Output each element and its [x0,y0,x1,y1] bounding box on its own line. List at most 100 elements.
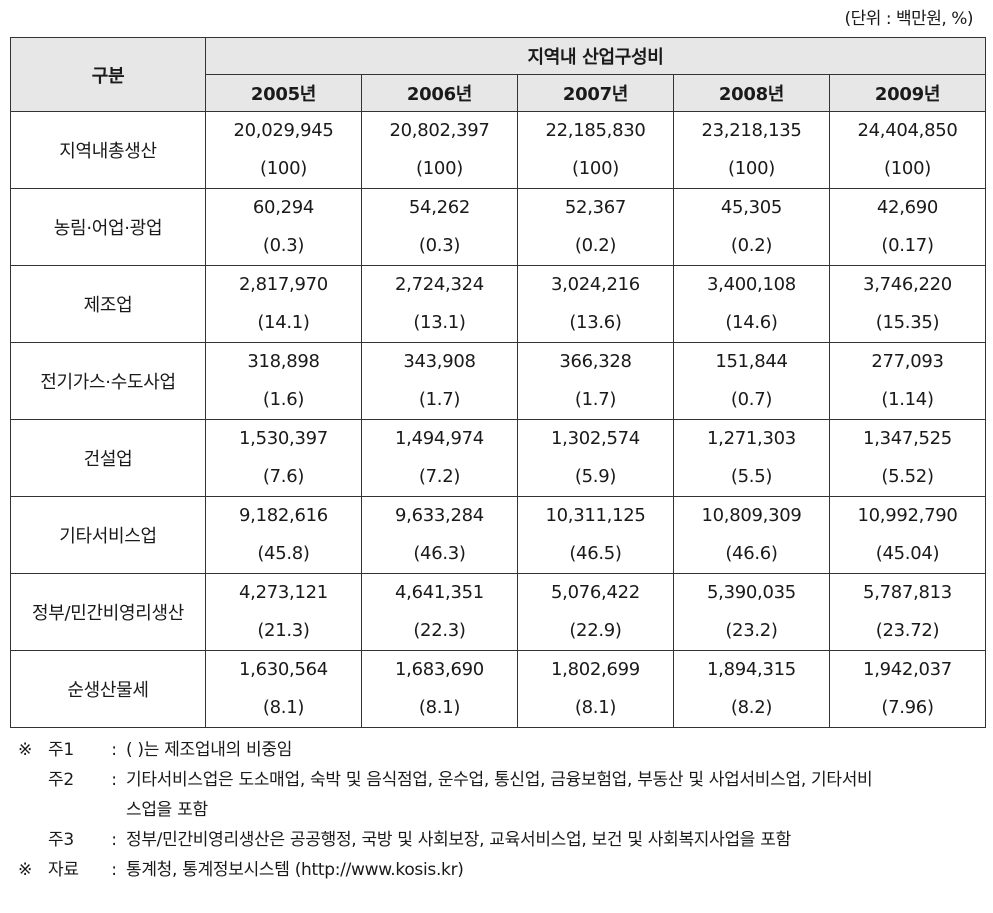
table-row: 제조업 2,817,970 (14.1) 2,724,324 (13.1) 3,024,2… [10,265,987,343]
cell-share: (14.1) [257,312,310,333]
year-header: 2007년 [517,74,674,112]
cell-value: 4,273,121 [239,582,328,603]
note-separator: : [111,830,117,850]
cell-share: (46.5) [569,543,622,564]
cell-share: (1.14) [881,389,934,410]
cell-value: 3,024,216 [551,274,640,295]
cell-share: (100) [884,158,931,179]
cell-share: (8.1) [574,697,617,718]
table-cell: 24,404,850 (100) [828,111,987,189]
cell-value: 9,182,616 [239,505,328,526]
table-cell: 4,273,121 (21.3) [205,573,362,651]
year-header: 2005년 [205,74,362,112]
note-separator: : [111,860,117,880]
cell-value: 1,942,037 [863,659,952,680]
cell-share: (0.3) [418,235,461,256]
cell-value: 151,844 [715,351,788,372]
table-cell: 52,367 (0.2) [517,188,674,266]
cell-value: 45,305 [720,197,783,218]
cell-share: (1.7) [574,389,617,410]
cell-value: 318,898 [247,351,320,372]
cell-value: 10,809,309 [701,505,802,526]
row-label: 제조업 [10,265,206,343]
table-cell: 1,347,525 (5.52) [828,419,987,497]
cell-share: (46.3) [413,543,466,564]
table-cell: 1,530,397 (7.6) [205,419,362,497]
cell-share: (0.2) [730,235,773,256]
table-cell: 20,802,397 (100) [361,111,518,189]
table-cell: 10,992,790 (45.04) [828,496,987,574]
cell-value: 5,787,813 [863,582,952,603]
cell-share: (0.2) [574,235,617,256]
corner-header: 구분 [10,37,206,112]
cell-value: 5,390,035 [707,582,796,603]
table-cell: 9,633,284 (46.3) [361,496,518,574]
source-mark: ※ [18,860,32,880]
note-3-key: 주3 [48,830,74,850]
cell-share: (45.8) [257,543,310,564]
row-label: 정부/민간비영리생산 [10,573,206,651]
note-1: ※ 주1 : ( )는 제조업내의 비중임 [18,735,978,765]
cell-share: (8.1) [418,697,461,718]
table-cell: 1,494,974 (7.2) [361,419,518,497]
table-cell: 1,802,699 (8.1) [517,650,674,728]
cell-share: (15.35) [875,312,940,333]
table-cell: 22,185,830 (100) [517,111,674,189]
table-cell: 1,302,574 (5.9) [517,419,674,497]
footnotes: ※ 주1 : ( )는 제조업내의 비중임 주2 : 기타서비스업은 도소매업,… [18,735,978,885]
cell-share: (23.72) [875,620,940,641]
cell-share: (13.6) [569,312,622,333]
source-text: 통계청, 통계정보시스템 (http://www.kosis.kr) [126,860,464,880]
row-label: 건설업 [10,419,206,497]
cell-share: (5.9) [574,466,617,487]
cell-share: (8.2) [730,697,773,718]
cell-share: (100) [416,158,463,179]
table-cell: 151,844 (0.7) [673,342,830,420]
cell-value: 9,633,284 [395,505,484,526]
cell-value: 2,817,970 [239,274,328,295]
note-1-key: 주1 [48,740,74,760]
table-cell: 1,683,690 (8.1) [361,650,518,728]
source-key: 자료 [48,860,79,880]
year-header: 2008년 [673,74,830,112]
cell-share: (14.6) [725,312,778,333]
cell-value: 20,029,945 [233,120,334,141]
cell-value: 24,404,850 [857,120,958,141]
table-cell: 318,898 (1.6) [205,342,362,420]
cell-value: 20,802,397 [389,120,490,141]
table-cell: 10,809,309 (46.6) [673,496,830,574]
table-cell: 54,262 (0.3) [361,188,518,266]
year-header: 2009년 [828,74,987,112]
cell-share: (23.2) [725,620,778,641]
cell-value: 54,262 [408,197,471,218]
table-cell: 10,311,125 (46.5) [517,496,674,574]
cell-share: (100) [260,158,307,179]
cell-value: 366,328 [559,351,632,372]
table-row: 순생산물세 1,630,564 (8.1) 1,683,690 (8.1) 1,802,6… [10,650,987,728]
cell-share: (100) [572,158,619,179]
row-label: 순생산물세 [10,650,206,728]
table-cell: 2,817,970 (14.1) [205,265,362,343]
note-separator: : [111,770,117,790]
note-2-text: 기타서비스업은 도소매업, 숙박 및 음식점업, 운수업, 통신업, 금융보험업… [126,770,873,790]
cell-value: 3,746,220 [863,274,952,295]
cell-share: (5.5) [730,466,773,487]
cell-share: (45.04) [875,543,940,564]
cell-value: 1,271,303 [707,428,796,449]
cell-share: (1.6) [262,389,305,410]
cell-value: 22,185,830 [545,120,646,141]
row-label: 지역내총생산 [10,111,206,189]
table-cell: 42,690 (0.17) [828,188,987,266]
table-cell: 23,218,135 (100) [673,111,830,189]
table-cell: 277,093 (1.14) [828,342,987,420]
cell-share: (22.9) [569,620,622,641]
table-cell: 20,029,945 (100) [205,111,362,189]
cell-share: (1.7) [418,389,461,410]
table-row: 전기가스·수도사업 318,898 (1.6) 343,908 (1.7) 366,328… [10,342,987,420]
table-cell: 3,746,220 (15.35) [828,265,987,343]
cell-value: 4,641,351 [395,582,484,603]
row-label: 농림·어업·광업 [10,188,206,266]
cell-share: (7.2) [418,466,461,487]
cell-value: 1,894,315 [707,659,796,680]
cell-share: (5.52) [881,466,934,487]
